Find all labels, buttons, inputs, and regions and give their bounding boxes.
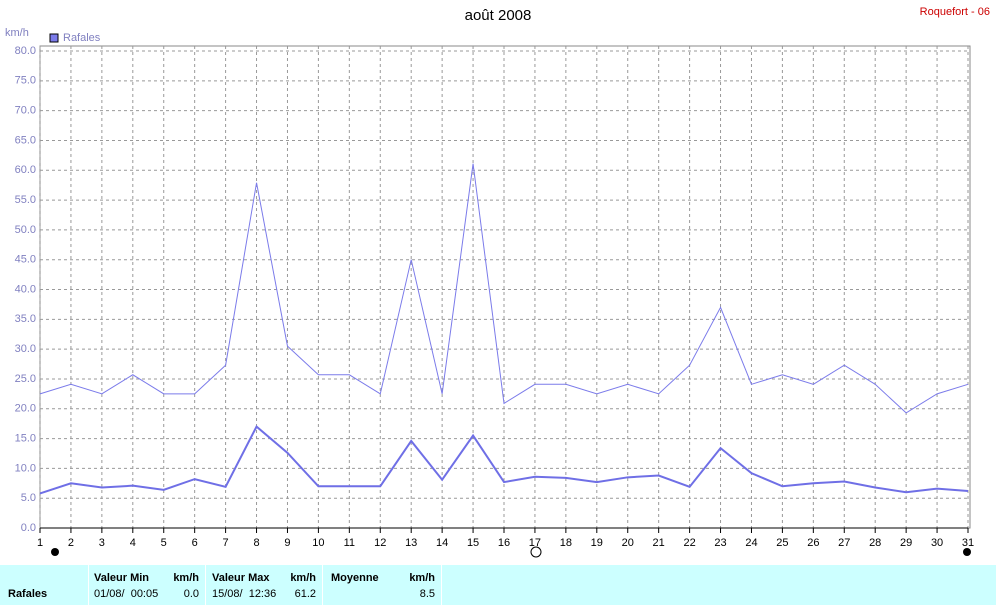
- chart-title: août 2008: [465, 7, 532, 24]
- series-line: [39, 163, 969, 414]
- y-tick-label: 50.0: [15, 224, 36, 236]
- header: Valeur Max: [212, 572, 270, 584]
- x-tick-label: 15: [467, 537, 479, 549]
- x-tick-label: 3: [99, 537, 105, 549]
- station: Roquefort - 06: [920, 6, 990, 18]
- y-tick-label: 70.0: [15, 105, 36, 117]
- x-tick-label: 5: [161, 537, 167, 549]
- max-cell: Valeur Max km/h 15/08/ 12:36 61.2: [205, 565, 322, 605]
- unit: km/h: [173, 572, 199, 584]
- summary-table: Rafales Valeur Min km/h 01/08/ 00:05 0.0…: [0, 565, 996, 605]
- x-tick-label: 19: [591, 537, 603, 549]
- x-tick-label: 1: [37, 537, 43, 549]
- plot-frame: [39, 45, 971, 529]
- x-tick-label: 21: [653, 537, 665, 549]
- x-tick-label: 7: [223, 537, 229, 549]
- marker: [963, 548, 971, 556]
- x-tick-label: 31: [962, 537, 974, 549]
- unit: km/h: [290, 572, 316, 584]
- y-tick-label: 10.0: [15, 462, 36, 474]
- y-tick-label: 35.0: [15, 313, 36, 325]
- value: 0.0: [183, 588, 199, 600]
- row-label-cell: Rafales: [0, 565, 88, 605]
- x-tick-label: 30: [931, 537, 943, 549]
- x-tick-label: 4: [130, 537, 136, 549]
- date: 01/08/ 00:05: [94, 588, 159, 600]
- x-tick-label: 20: [622, 537, 634, 549]
- mean-cell: Moyenne km/h 8.5: [322, 565, 441, 605]
- x-tick-label: 9: [284, 537, 290, 549]
- x-tick-label: 13: [405, 537, 417, 549]
- x-tick-label: 12: [374, 537, 386, 549]
- x-tick-label: 10: [312, 537, 324, 549]
- value: 61.2: [294, 588, 316, 600]
- y-tick-label: 0.0: [21, 522, 36, 534]
- x-tick-label: 25: [776, 537, 788, 549]
- x-tick-label: 18: [560, 537, 572, 549]
- row-label: Rafales: [8, 588, 48, 600]
- value: 8.5: [419, 588, 435, 600]
- y-tick-label: 15.0: [15, 432, 36, 444]
- y-tick-label: 25.0: [15, 373, 36, 385]
- x-tick-label: 29: [900, 537, 912, 549]
- unit: km/h: [409, 572, 435, 584]
- y-unit: km/h: [5, 27, 29, 39]
- y-tick-label: 20.0: [15, 403, 36, 415]
- legend-label: Rafales: [63, 32, 101, 44]
- x-tick-label: 2: [68, 537, 74, 549]
- x-tick-label: 6: [192, 537, 198, 549]
- blank-cell: [441, 565, 996, 605]
- y-tick-label: 75.0: [15, 75, 36, 87]
- x-tick-label: 8: [253, 537, 259, 549]
- x-tick-label: 16: [498, 537, 510, 549]
- x-tick-label: 11: [344, 537, 355, 549]
- x-tick-label: 27: [838, 537, 850, 549]
- y-tick-label: 55.0: [15, 194, 36, 206]
- x-tick-label: 14: [436, 537, 448, 549]
- y-tick-label: 30.0: [15, 343, 36, 355]
- y-tick-label: 45.0: [15, 254, 36, 266]
- date: 15/08/ 12:36: [212, 588, 277, 600]
- marker: [51, 548, 59, 556]
- y-tick-label: 65.0: [15, 134, 36, 146]
- x-tick-label: 23: [714, 537, 726, 549]
- x-tick-label: 22: [683, 537, 695, 549]
- y-tick-label: 60.0: [15, 164, 36, 176]
- marker: [530, 546, 542, 558]
- x-tick-label: 17: [529, 537, 541, 549]
- series-line: [39, 425, 969, 495]
- x-tick-label: 28: [869, 537, 881, 549]
- chart: août 2008 Roquefort - 06 km/h 0.0 5.0 10.0…: [5, 6, 990, 558]
- y-tick-label: 40.0: [15, 283, 36, 295]
- min-cell: Valeur Min km/h 01/08/ 00:05 0.0: [88, 565, 205, 605]
- y-tick-label: 80.0: [15, 45, 36, 57]
- y-tick-label: 5.0: [21, 492, 36, 504]
- header: Moyenne: [331, 572, 379, 584]
- x-tick-label: 24: [745, 537, 757, 549]
- header: Valeur Min: [94, 572, 150, 584]
- legend-swatch: [49, 33, 59, 43]
- x-tick-label: 26: [807, 537, 819, 549]
